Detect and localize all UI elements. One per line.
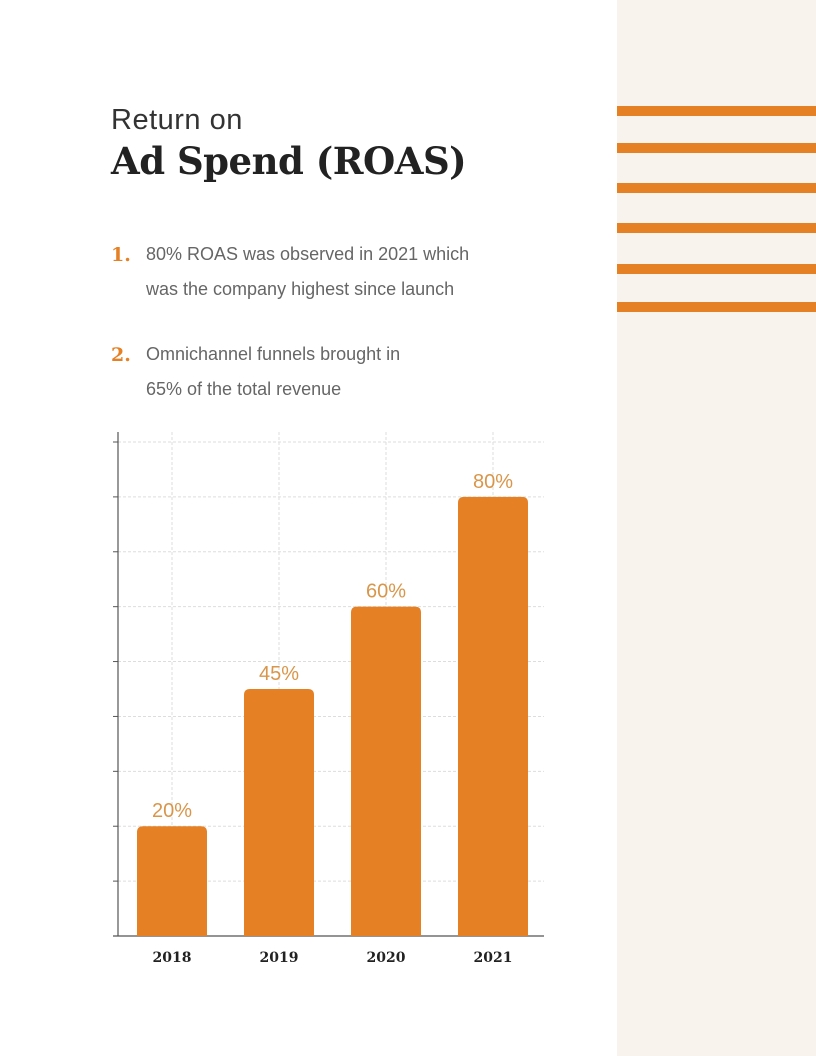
decor-stripe — [617, 223, 816, 233]
decor-stripe — [617, 143, 816, 153]
decor-stripe — [617, 302, 816, 312]
point-text: 80% ROAS was observed in 2021 which was … — [146, 237, 469, 307]
side-panel — [617, 0, 816, 1056]
title-line-2: Ad Spend (ROAS) — [111, 139, 467, 183]
title-line-1: Return on — [111, 104, 243, 136]
decor-stripe — [617, 183, 816, 193]
data-label: 80% — [473, 471, 513, 493]
x-tick-label: 2021 — [474, 950, 513, 966]
x-tick-label: 2018 — [153, 950, 192, 966]
x-tick-label: 2020 — [367, 950, 406, 966]
point-text-line: 65% of the total revenue — [146, 379, 342, 399]
x-tick-label: 2019 — [260, 950, 299, 966]
bar — [137, 826, 207, 936]
point-text-line: 80% ROAS was observed in 2021 which — [146, 244, 470, 264]
decor-stripe — [617, 264, 816, 274]
point-number: 2. — [111, 344, 131, 366]
decor-stripe — [617, 106, 816, 116]
data-label: 45% — [259, 663, 299, 685]
bar — [458, 496, 528, 936]
point-text-line: Omnichannel funnels brought in — [146, 344, 401, 364]
bar — [351, 606, 421, 936]
point-text: Omnichannel funnels brought in 65% of th… — [146, 337, 400, 407]
data-label: 20% — [152, 800, 192, 822]
data-label: 60% — [366, 581, 406, 603]
bar — [244, 689, 314, 936]
point-number: 1. — [111, 244, 131, 266]
point-text-line: was the company highest since launch — [146, 279, 455, 299]
